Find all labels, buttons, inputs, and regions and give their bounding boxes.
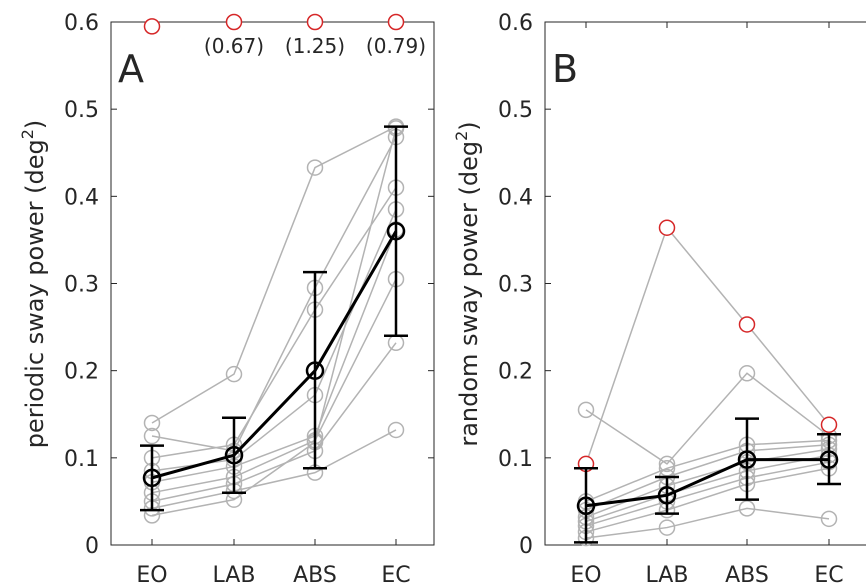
panel-b-y-ticks: 0 0.1 0.2 0.3 0.4 0.5 0.6 (498, 11, 551, 559)
mean-point (737, 450, 757, 469)
mean-point (386, 221, 406, 241)
subject-line (151, 209, 397, 472)
highlighted-subject-point (658, 219, 676, 236)
panel-a-outliers: (0.67) (1.25) (0.79) (143, 13, 426, 58)
panel-a-mean-series (140, 125, 408, 512)
mean-point (657, 486, 677, 505)
mean-line (151, 230, 398, 480)
subject-line (151, 128, 397, 517)
y-tick-label: 0.3 (498, 273, 533, 298)
outlier-point (306, 13, 324, 31)
subject-point (225, 365, 243, 383)
y-tick-label: 0.3 (64, 273, 99, 298)
x-tick-label: ABS (293, 563, 337, 583)
panel-a-plot-area (110, 21, 435, 546)
x-tick-label: EC (814, 563, 843, 583)
subject-line (585, 372, 830, 465)
x-tick-label: EO (570, 563, 601, 583)
y-tick-label: 0.6 (64, 11, 99, 36)
y-tick-label: 0 (85, 534, 99, 559)
panel-a-subject-lines (143, 118, 405, 524)
y-tick-label: 0.6 (498, 11, 533, 36)
panel-a: 0 0.1 0.2 0.3 0.4 0.5 0.6 EO LAB ABS EC (0.67) (1.… (18, 11, 435, 583)
subject-line (151, 229, 397, 483)
y-tick-label: 0.2 (64, 360, 99, 385)
panel-b-subject-lines (577, 365, 838, 547)
y-tick-label: 0.4 (498, 185, 533, 210)
subject-line (585, 454, 830, 523)
mean-point (224, 445, 244, 465)
outlier-value-label: (0.67) (204, 34, 264, 58)
panel-b-label: B (552, 47, 578, 91)
subject-point (577, 401, 595, 419)
subject-line (585, 439, 830, 503)
subject-point (143, 427, 161, 445)
subject-line (585, 461, 830, 527)
panel-b-x-ticks: EO LAB ABS EC (570, 22, 844, 583)
panel-a-x-ticks: EO LAB ABS EC (136, 22, 411, 583)
subject-line (151, 342, 397, 503)
subject-line (151, 136, 397, 452)
panel-a-label: A (118, 47, 144, 91)
x-tick-label: EO (136, 563, 167, 583)
subject-point (820, 510, 838, 528)
y-tick-label: 0 (519, 534, 533, 559)
outlier-point (225, 13, 243, 31)
panel-b: 0 0.1 0.2 0.3 0.4 0.5 0.6 EO LAB ABS EC B random … (452, 11, 866, 583)
subject-line (151, 187, 397, 459)
x-tick-label: EC (381, 563, 410, 583)
outlier-point (143, 18, 161, 35)
mean-point (819, 450, 839, 469)
mean-line (585, 458, 829, 508)
highlighted-subject-point (738, 316, 756, 333)
subject-line (151, 429, 397, 510)
y-tick-label: 0.1 (498, 447, 533, 472)
panel-b-mean-series (574, 417, 841, 544)
mean-point (142, 468, 162, 488)
outlier-value-label: (1.25) (285, 34, 345, 58)
panel-b-highlighted-subject (577, 219, 838, 473)
panel-a-y-ticks: 0 0.1 0.2 0.3 0.4 0.5 0.6 (64, 11, 434, 559)
highlighted-subject-line (585, 226, 830, 465)
y-tick-label: 0.5 (498, 98, 533, 123)
subject-point (658, 519, 676, 536)
mean-point (576, 496, 596, 516)
x-tick-label: ABS (725, 563, 769, 583)
subject-point (387, 421, 405, 439)
subject-point (306, 159, 324, 176)
subject-line (151, 125, 397, 424)
x-tick-label: LAB (646, 563, 689, 583)
outlier-point (387, 13, 405, 31)
panel-b-y-axis-label: random sway power (deg2) (452, 121, 483, 446)
outlier-value-label: (0.79) (366, 34, 426, 58)
subject-point (738, 365, 756, 382)
y-tick-label: 0.5 (64, 98, 99, 123)
x-tick-label: LAB (213, 563, 256, 583)
subject-line (151, 278, 397, 494)
panel-a-y-axis-label: periodic sway power (deg2) (18, 120, 49, 449)
subject-line (585, 467, 830, 533)
subject-point (143, 414, 161, 432)
y-tick-label: 0.2 (498, 360, 533, 385)
highlighted-subject-point (820, 416, 838, 433)
subject-line (585, 444, 830, 511)
y-tick-label: 0.1 (64, 447, 99, 472)
subject-point (658, 455, 676, 473)
subject-line (585, 507, 830, 539)
y-tick-label: 0.4 (64, 185, 99, 210)
mean-point (305, 361, 325, 380)
